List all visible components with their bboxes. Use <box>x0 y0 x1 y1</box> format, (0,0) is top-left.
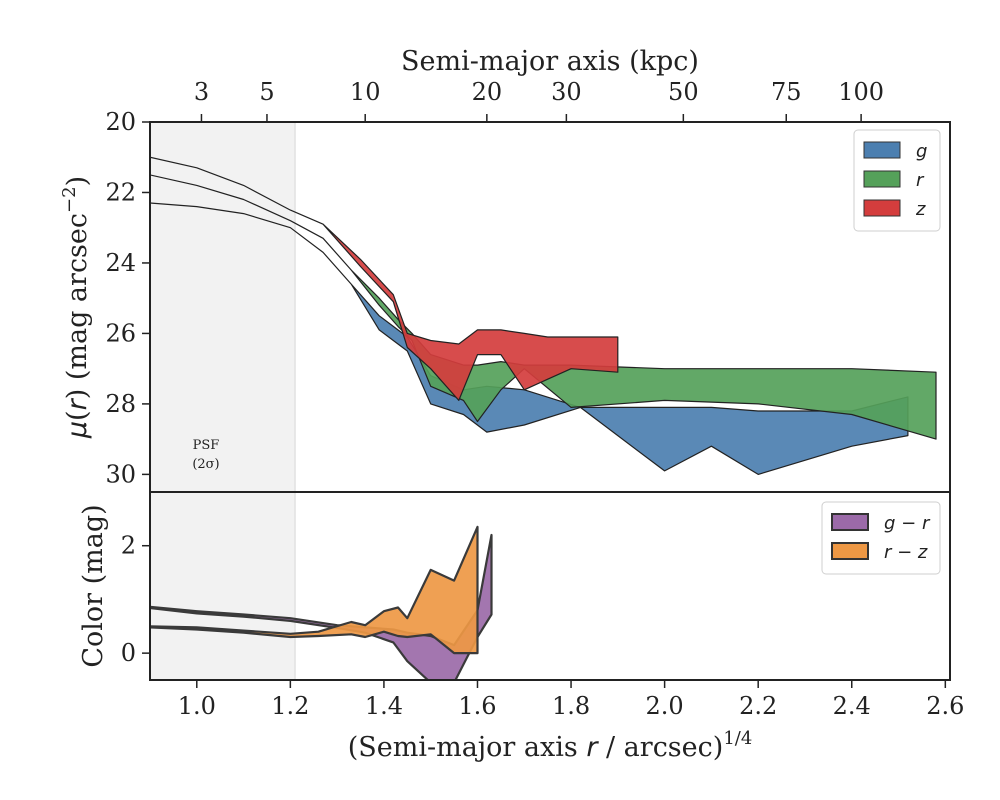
xtick-label: 1.4 <box>365 692 403 720</box>
ytick-label: 0 <box>121 639 136 667</box>
profile-legend-label: g <box>916 141 927 162</box>
top-xtick-label: 3 <box>194 78 209 106</box>
xtick-label: 1.8 <box>552 692 590 720</box>
y-axis-title-profile: μ(r) (mag arcsec−2) <box>59 176 93 439</box>
ytick-label: 20 <box>105 108 136 136</box>
ytick-label: 2 <box>121 532 136 560</box>
top-xtick-label: 20 <box>472 78 503 106</box>
band-r <box>150 174 937 440</box>
profile-legend-label: z <box>915 199 926 220</box>
top-xtick-label: 75 <box>771 78 802 106</box>
top-axis-title: Semi-major axis (kpc) <box>401 46 699 77</box>
top-xtick-label: 30 <box>551 78 582 106</box>
top-xtick-label: 100 <box>838 78 884 106</box>
xtick-label: 1.0 <box>178 692 216 720</box>
x-axis-title: (Semi-major axis r / arcsec)1/4 <box>348 728 753 763</box>
top-xtick-label: 10 <box>350 78 381 106</box>
profile-legend-swatch <box>863 199 901 217</box>
xtick-label: 2.0 <box>646 692 684 720</box>
psf-region-top <box>150 122 296 492</box>
bottom-panel-frame <box>149 491 951 681</box>
ytick-label: 26 <box>105 319 136 347</box>
xtick-label: 1.6 <box>458 692 496 720</box>
profile-legend-swatch <box>863 170 901 188</box>
color-legend-label: g − r <box>884 513 931 534</box>
ytick-label: 30 <box>105 460 136 488</box>
color-legend-label: r − z <box>884 542 928 563</box>
profile-bands <box>150 156 937 475</box>
psf-label-line1: PSF <box>193 438 220 453</box>
ytick-label: 22 <box>105 178 136 206</box>
profile-legend-swatch <box>863 141 901 159</box>
psf-region-bottom <box>150 492 296 680</box>
xtick-label: 2.2 <box>739 692 777 720</box>
xtick-label: 1.2 <box>271 692 309 720</box>
profile-legend-label: r <box>916 170 925 191</box>
band-z <box>150 156 619 401</box>
color-legend-swatch <box>831 513 869 531</box>
color-bands <box>150 525 493 680</box>
xtick-label: 2.6 <box>926 692 964 720</box>
ytick-label: 28 <box>105 390 136 418</box>
color-legend-swatch <box>831 542 869 560</box>
top-xtick-label: 5 <box>259 78 274 106</box>
band-color-r-z <box>150 525 479 655</box>
psf-label-line2: (2σ) <box>192 457 219 472</box>
top-xtick-label: 50 <box>668 78 699 106</box>
ytick-label: 24 <box>105 249 136 277</box>
xtick-label: 2.4 <box>833 692 871 720</box>
y-axis-title-color: Color (mag) <box>78 504 109 667</box>
